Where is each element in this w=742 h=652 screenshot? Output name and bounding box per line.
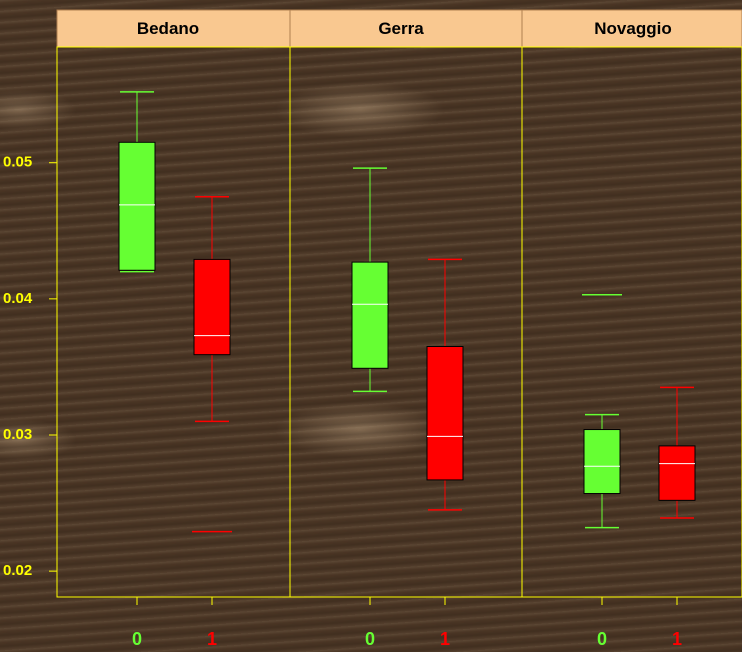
- panel-frame: [289, 46, 523, 598]
- box: [583, 429, 621, 495]
- box: [193, 258, 231, 356]
- box: [426, 346, 464, 481]
- x-tick-label: 0: [132, 629, 142, 649]
- panel-frame: [56, 46, 291, 598]
- y-tick-label: 0.03: [3, 426, 32, 443]
- box: [118, 141, 156, 271]
- panel-title: Novaggio: [594, 19, 671, 38]
- panel-frame: [521, 46, 742, 598]
- panel-header: [521, 9, 742, 48]
- y-tick-label: 0.04: [3, 290, 33, 307]
- panel-header: [56, 9, 291, 48]
- x-tick-label: 0: [597, 629, 607, 649]
- panel-title: Gerra: [378, 19, 424, 38]
- panel-header: [289, 9, 523, 48]
- x-tick-label: 1: [207, 629, 217, 649]
- x-tick-label: 1: [672, 629, 682, 649]
- box: [658, 445, 696, 501]
- box: [351, 261, 389, 369]
- panel-title: Bedano: [137, 19, 199, 38]
- x-tick-label: 1: [440, 629, 450, 649]
- x-tick-label: 0: [365, 629, 375, 649]
- y-tick-label: 0.02: [3, 562, 32, 579]
- y-tick-label: 0.05: [3, 154, 32, 171]
